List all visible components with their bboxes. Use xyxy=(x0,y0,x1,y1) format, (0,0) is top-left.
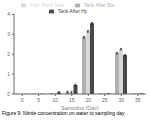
html-text:Figure 9: Nitrite concentratio: Figure 9: Nitrite concentration on water… xyxy=(2,110,125,116)
svg-text:0: 0 xyxy=(8,91,10,97)
svg-text:Sampling (Day): Sampling (Day) xyxy=(61,105,99,110)
svg-text:35: 35 xyxy=(135,97,141,103)
svg-text:4: 4 xyxy=(8,11,10,17)
svg-text:2: 2 xyxy=(8,51,10,57)
svg-text:10: 10 xyxy=(52,97,58,103)
svg-text:20: 20 xyxy=(85,97,91,103)
html-text:Tank After Bio: Tank After Bio xyxy=(83,2,115,8)
html-text:Fish Pond Tank: Fish Pond Tank xyxy=(30,2,65,8)
html-text:Tank After Hy: Tank After Hy xyxy=(57,8,88,15)
svg-text:3: 3 xyxy=(8,31,10,37)
svg-text:25: 25 xyxy=(102,97,108,103)
svg-text:30: 30 xyxy=(118,97,124,103)
svg-text:1: 1 xyxy=(8,71,10,77)
svg-text:15: 15 xyxy=(69,97,75,103)
svg-text:5: 5 xyxy=(37,97,40,103)
svg-text:0: 0 xyxy=(21,97,24,103)
